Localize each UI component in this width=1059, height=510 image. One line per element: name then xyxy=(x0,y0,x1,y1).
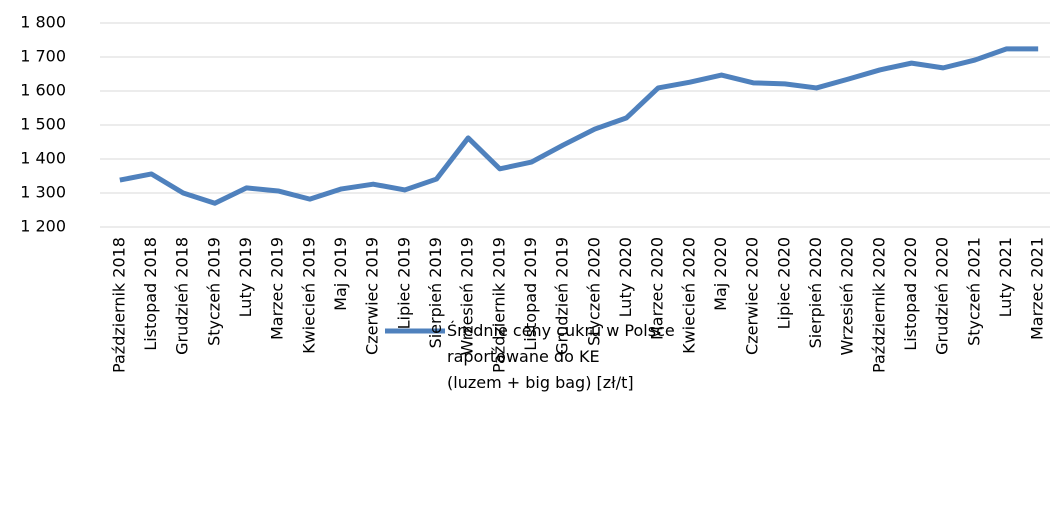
x-tick-label: Listopad 2018 xyxy=(141,237,160,351)
x-tick-label: Marzec 2021 xyxy=(1028,237,1047,340)
x-tick-label: Maj 2019 xyxy=(331,237,350,311)
x-tick-label: Wrzesień 2020 xyxy=(838,237,857,356)
y-tick-label: 1 400 xyxy=(20,149,66,168)
x-tick-label: Grudzień 2020 xyxy=(933,237,952,355)
x-tick-label: Styczeń 2021 xyxy=(964,237,983,346)
y-tick-label: 1 300 xyxy=(20,183,66,202)
x-tick-label: Grudzień 2019 xyxy=(553,237,572,355)
data-line xyxy=(119,46,1039,206)
x-tick-label: Wrzesień 2019 xyxy=(458,237,477,356)
x-tick-label: Grudzień 2018 xyxy=(173,237,192,355)
x-tick-label: Październik 2020 xyxy=(869,237,888,373)
x-tick-label: Czerwiec 2020 xyxy=(743,237,762,355)
y-tick-label: 1 800 xyxy=(20,13,66,32)
x-tick-label: Czerwiec 2019 xyxy=(363,237,382,355)
x-tick-label: Listopad 2019 xyxy=(521,237,540,351)
x-tick-label: Sierpień 2019 xyxy=(426,237,445,348)
x-tick-label: Styczeń 2019 xyxy=(204,237,223,346)
x-tick-label: Kwiecień 2020 xyxy=(679,237,698,354)
x-tick-label: Styczeń 2020 xyxy=(584,237,603,346)
x-tick-label: Sierpień 2020 xyxy=(806,237,825,348)
y-tick-label: 1 200 xyxy=(20,217,66,236)
y-tick-label: 1 500 xyxy=(20,115,66,134)
y-tick-label: 1 700 xyxy=(20,47,66,66)
x-tick-label: Maj 2020 xyxy=(711,237,730,311)
y-tick-label: 1 600 xyxy=(20,81,66,100)
x-tick-label: Październik 2019 xyxy=(489,237,508,373)
x-tick-label: Listopad 2020 xyxy=(901,237,920,351)
x-tick-label: Luty 2020 xyxy=(616,237,635,317)
x-tick-label: Kwiecień 2019 xyxy=(299,237,318,354)
x-tick-label: Marzec 2019 xyxy=(268,237,287,340)
x-tick-label: Lipiec 2020 xyxy=(774,237,793,329)
x-tick-label: Luty 2021 xyxy=(996,237,1015,317)
x-tick-label: Lipiec 2019 xyxy=(394,237,413,329)
x-tick-label: Marzec 2020 xyxy=(648,237,667,340)
x-tick-label: Październik 2018 xyxy=(109,237,128,373)
x-tick-label: Luty 2019 xyxy=(236,237,255,317)
legend-label: Średnie ceny cukru w Polsce raportowane … xyxy=(447,321,675,392)
